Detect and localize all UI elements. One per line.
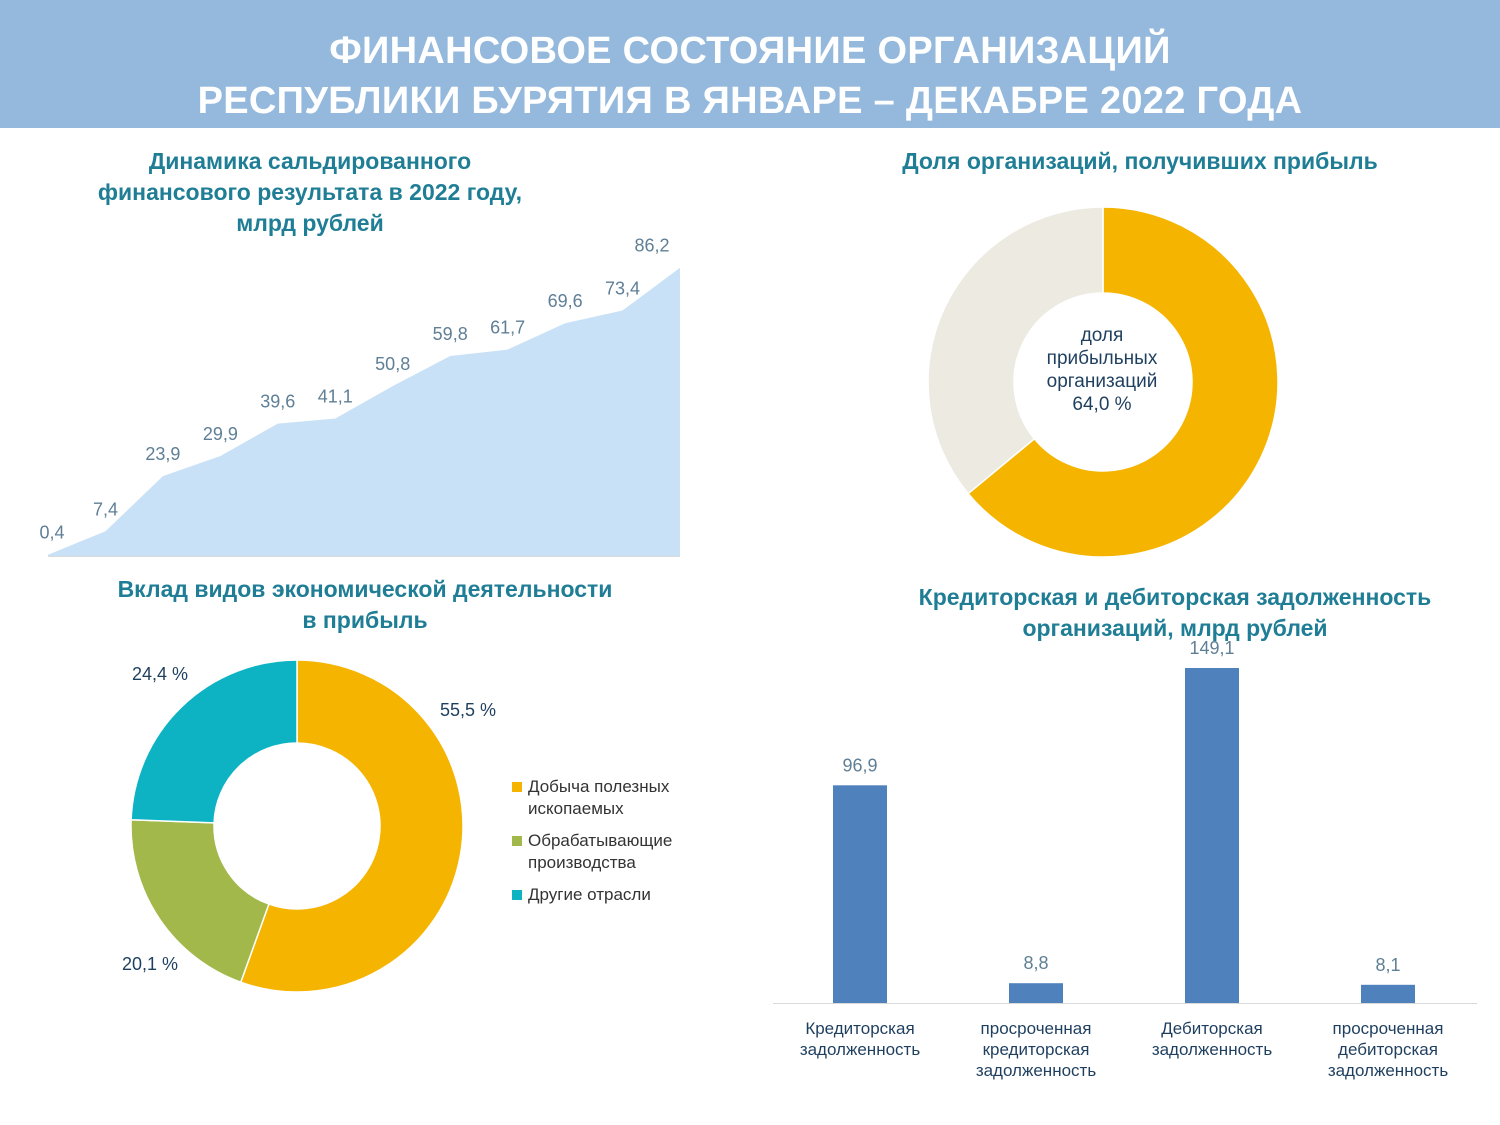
legend-label-line: Обрабатывающие bbox=[528, 831, 673, 850]
legend-item-manufacturing: Обрабатывающие производства bbox=[512, 830, 742, 874]
bar bbox=[1361, 984, 1415, 1003]
bar-category-label: просроченная кредиторская задолженность bbox=[956, 1018, 1116, 1081]
bar-category-label: просроченная дебиторская задолженность bbox=[1308, 1018, 1468, 1081]
contribution-title: Вклад видов экономической деятельности в… bbox=[60, 574, 670, 636]
area-chart-title-line: финансового результата в 2022 году, bbox=[97, 179, 523, 205]
area-chart-title: Динамика сальдированного финансового рез… bbox=[60, 146, 560, 239]
legend-label-line: производства bbox=[528, 853, 636, 872]
bar-data-label: 96,9 bbox=[842, 755, 877, 775]
area-data-label: 69,6 bbox=[548, 291, 583, 311]
bar-category-line: Дебиторская bbox=[1161, 1019, 1263, 1038]
page-title-line-1: ФИНАНСОВОЕ СОСТОЯНИЕ ОРГАНИЗАЦИЙ bbox=[329, 30, 1171, 72]
bar-category-line: просроченная bbox=[1332, 1019, 1444, 1038]
donut-data-label: 20,1 % bbox=[122, 954, 178, 974]
bar-category-line: дебиторская bbox=[1338, 1040, 1438, 1059]
bar-category-line: задолженность bbox=[799, 1040, 921, 1059]
center-label-line: доля bbox=[1080, 325, 1124, 346]
center-label-line: организаций bbox=[1046, 371, 1158, 392]
bar-data-label: 8,8 bbox=[1023, 953, 1048, 973]
legend-swatch bbox=[512, 890, 522, 900]
area-data-label: 59,8 bbox=[433, 324, 468, 344]
bar-data-label: 149,1 bbox=[1189, 638, 1234, 658]
profit-share-title: Доля организаций, получивших прибыль bbox=[830, 146, 1450, 177]
area-data-label: 73,4 bbox=[605, 279, 640, 299]
contribution-title-line: Вклад видов экономической деятельности bbox=[117, 576, 613, 602]
bar-category-line: задолженность bbox=[1327, 1061, 1449, 1080]
bar-category-line: Кредиторская bbox=[805, 1019, 915, 1038]
area-data-label: 39,6 bbox=[260, 392, 295, 412]
donut-data-label: 24,4 % bbox=[132, 664, 188, 684]
bar bbox=[1185, 668, 1239, 1003]
bar-category-line: просроченная bbox=[980, 1019, 1092, 1038]
profit-share-title-line: Доля организаций, получивших прибыль bbox=[902, 148, 1378, 174]
donut-slice bbox=[239, 659, 464, 993]
center-label-line: прибыльных bbox=[1046, 348, 1158, 369]
donut-slice bbox=[130, 659, 298, 824]
area-data-label: 61,7 bbox=[490, 318, 525, 338]
bar-data-label: 8,1 bbox=[1375, 955, 1400, 975]
legend-swatch bbox=[512, 782, 522, 792]
header-banner: ФИНАНСОВОЕ СОСТОЯНИЕ ОРГАНИЗАЦИЙ РЕСПУБЛ… bbox=[0, 0, 1500, 128]
bar-category-label: Дебиторская задолженность bbox=[1132, 1018, 1292, 1060]
area-chart-title-line: Динамика сальдированного bbox=[148, 148, 472, 174]
contribution-legend: Добыча полезных ископаемых Обрабатывающи… bbox=[512, 776, 742, 916]
page-title-line-2: РЕСПУБЛИКИ БУРЯТИЯ В ЯНВАРЕ – ДЕКАБРЕ 20… bbox=[197, 80, 1303, 122]
bar-category-line: задолженность bbox=[1151, 1040, 1273, 1059]
area-data-label: 50,8 bbox=[375, 354, 410, 374]
donut-slice bbox=[130, 818, 270, 984]
area-data-label: 29,9 bbox=[203, 424, 238, 444]
bar-category-line: задолженность bbox=[975, 1061, 1097, 1080]
center-label-line: 64,0 % bbox=[1072, 394, 1132, 415]
area-data-label: 41,1 bbox=[318, 387, 353, 407]
legend-label-line: Другие отрасли bbox=[528, 885, 651, 904]
legend-label-line: Добыча полезных bbox=[528, 777, 670, 796]
bar bbox=[833, 785, 887, 1003]
area-series bbox=[48, 267, 680, 556]
donut-slice bbox=[967, 206, 1279, 558]
area-chart-title-line: млрд рублей bbox=[236, 210, 384, 236]
profit-share-center-label: доля прибыльных организаций 64,0 % bbox=[1012, 324, 1192, 416]
legend-label-line: ископаемых bbox=[528, 799, 624, 818]
legend-item-mining: Добыча полезных ископаемых bbox=[512, 776, 742, 820]
area-data-label: 7,4 bbox=[93, 499, 118, 519]
area-data-label: 23,9 bbox=[145, 444, 180, 464]
debt-chart-title: Кредиторская и дебиторская задолженность… bbox=[860, 582, 1490, 644]
debt-chart-title-line: организаций, млрд рублей bbox=[1022, 615, 1328, 641]
area-data-label: 86,2 bbox=[634, 236, 669, 256]
contribution-title-line: в прибыль bbox=[302, 607, 428, 633]
legend-item-other: Другие отрасли bbox=[512, 884, 742, 906]
bar-category-line: кредиторская bbox=[982, 1040, 1090, 1059]
legend-swatch bbox=[512, 836, 522, 846]
bar-category-label: Кредиторская задолженность bbox=[780, 1018, 940, 1060]
area-data-label: 0,4 bbox=[39, 523, 64, 543]
donut-data-label: 55,5 % bbox=[440, 700, 496, 720]
donut-slice bbox=[927, 206, 1104, 495]
debt-chart-title-line: Кредиторская и дебиторская задолженность bbox=[918, 584, 1432, 610]
bar bbox=[1009, 983, 1063, 1003]
